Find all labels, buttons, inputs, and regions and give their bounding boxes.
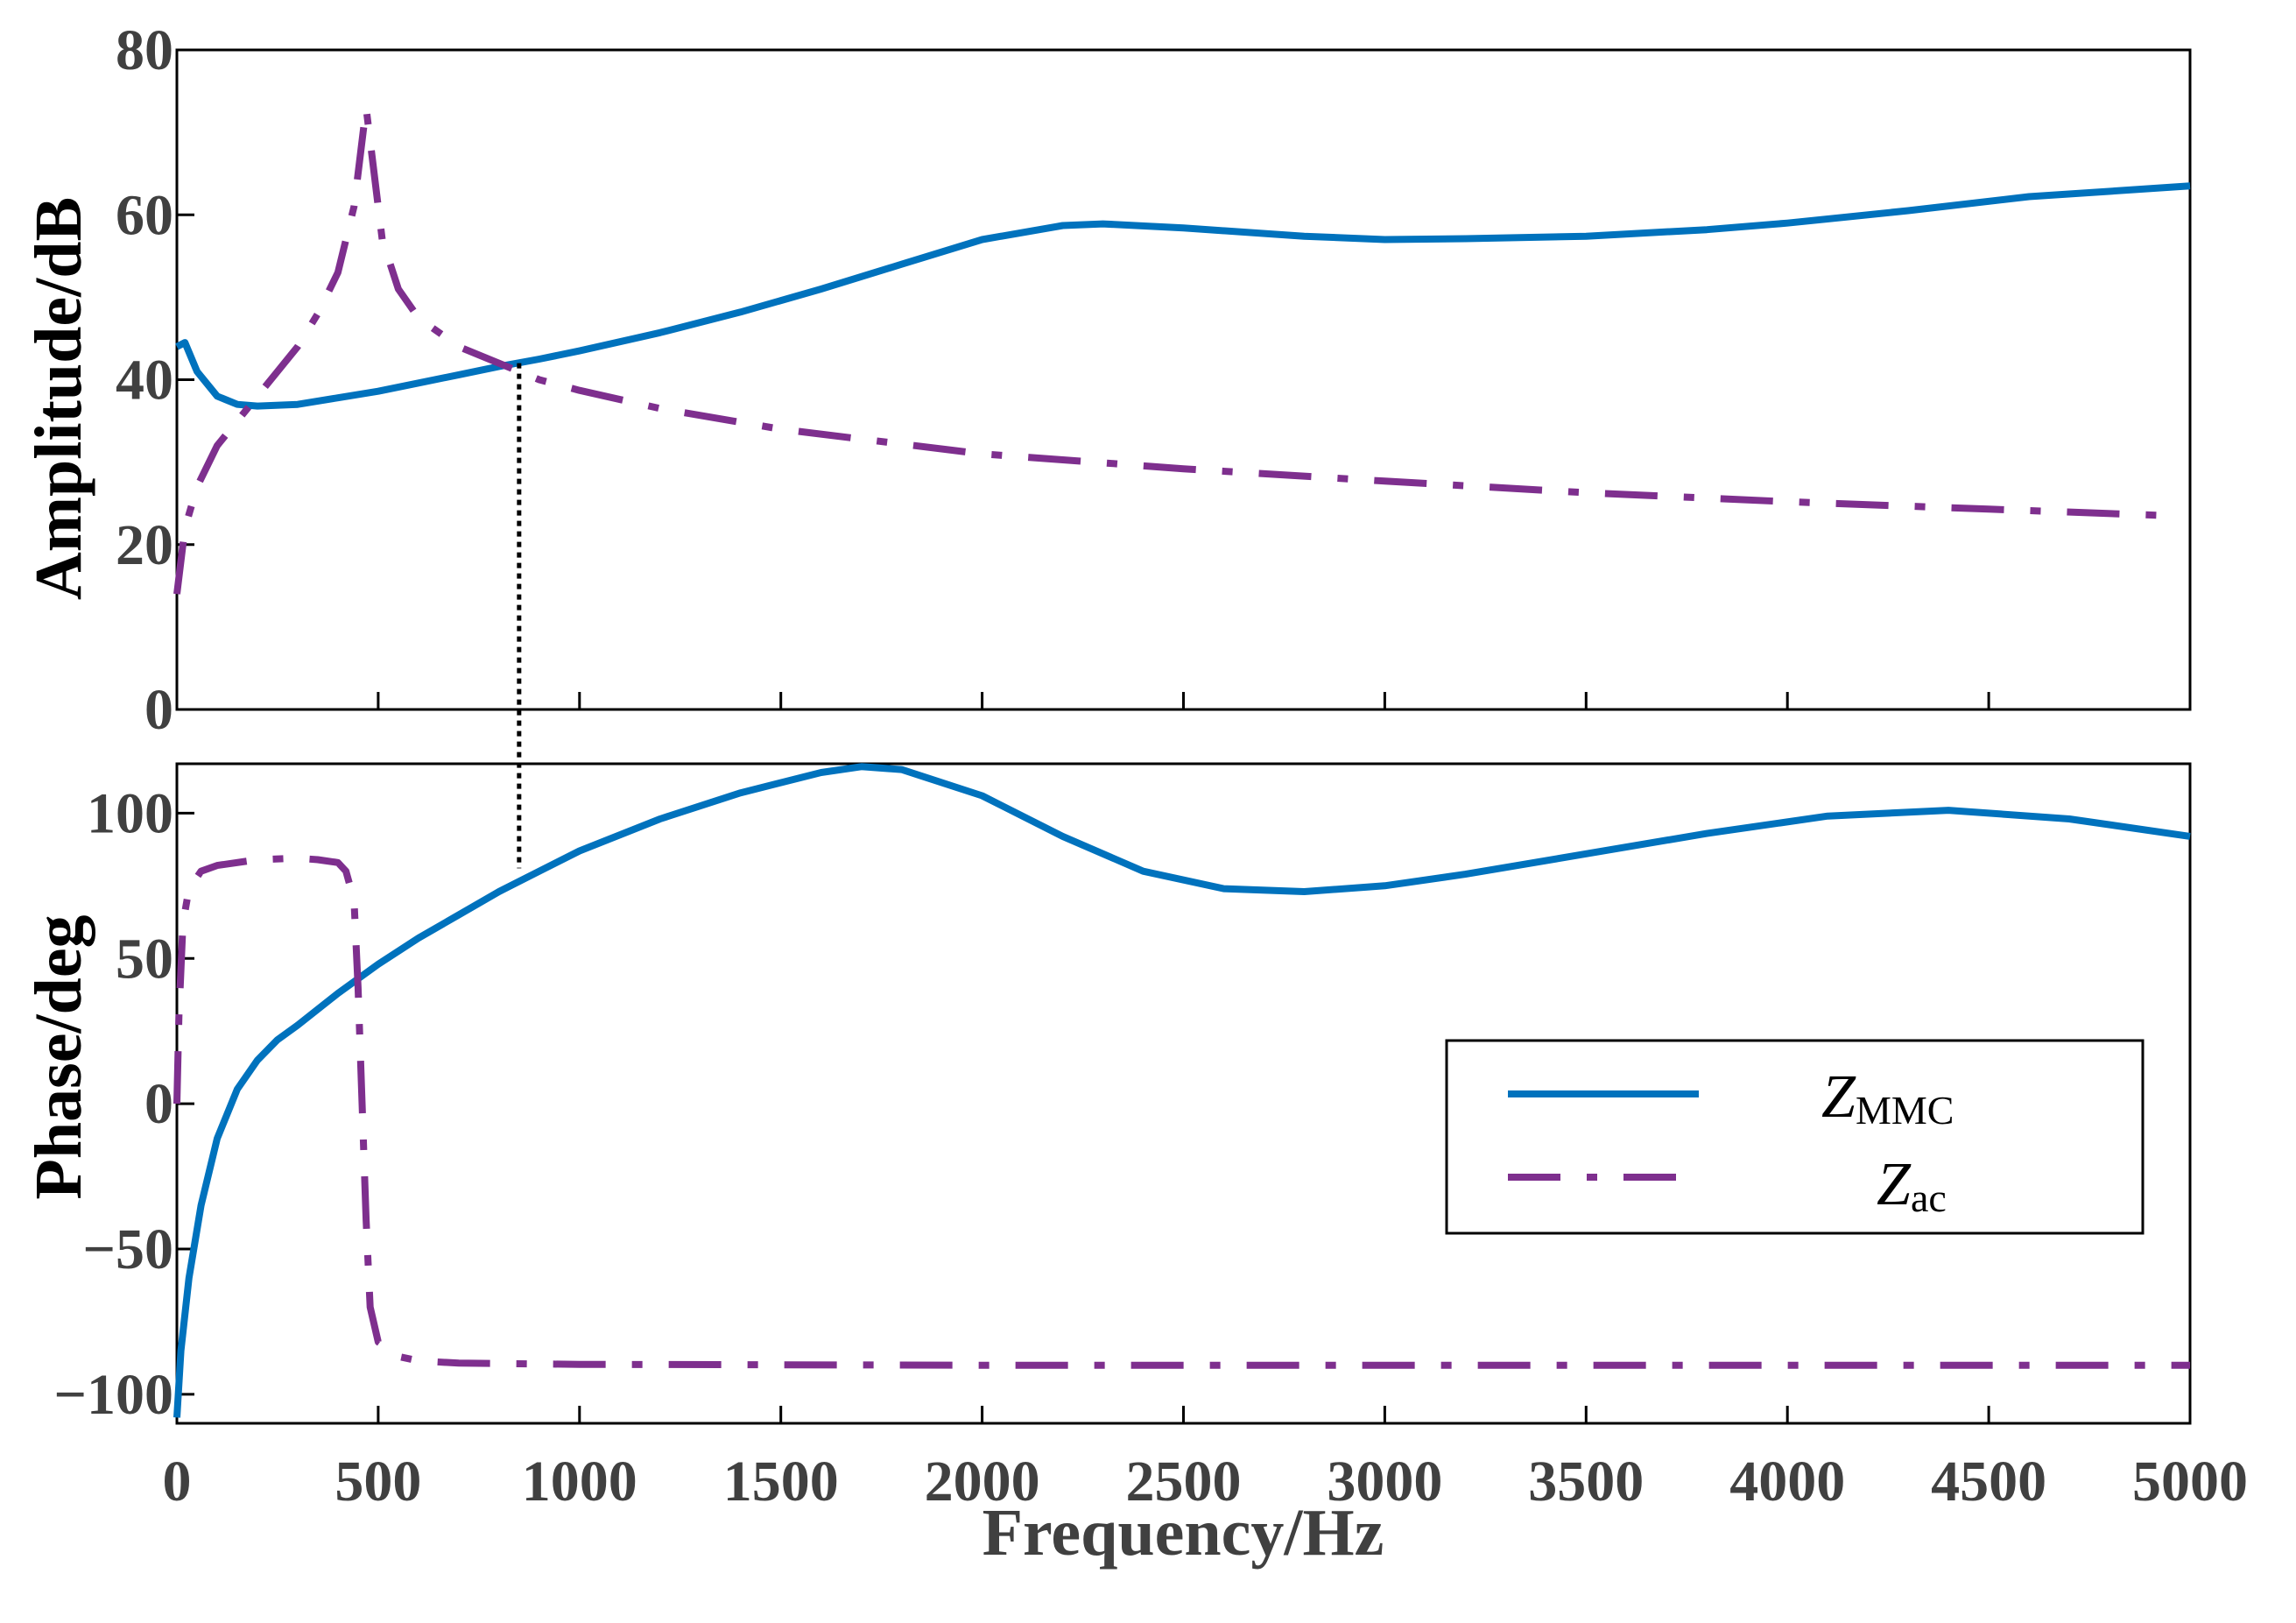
amplitude-ytick-label: 60 [116,183,173,247]
xtick-label: 3500 [1528,1450,1644,1514]
phase-series-z-ac [173,854,2190,1369]
xtick-label: 0 [163,1450,192,1514]
phase-series [173,763,2191,1418]
phase-y-axis-label: Phase/deg [22,914,95,1199]
amplitude-ytick-label: 40 [116,349,173,413]
amplitude-plot-area [175,48,2192,711]
amplitude-series-z-ac [173,103,2171,595]
phase-ytick-label: 50 [116,927,173,991]
phase-series-z-mmc [173,763,2191,1418]
amplitude-ytick-label: 20 [116,513,173,577]
legend-box [1445,1039,2145,1235]
phase-ytick-label: −50 [82,1217,173,1281]
xtick-label: 2000 [925,1450,1040,1514]
xtick-label: 1500 [723,1450,839,1514]
xtick-label: 2500 [1126,1450,1242,1514]
phase-ytick-label: 100 [87,781,173,845]
phase-y-ticks: −100 −50 0 50 100 [53,781,194,1427]
xtick-label: 4500 [1931,1450,2046,1514]
amplitude-y-axis-label: Amplitude/dB [22,197,95,600]
xtick-label: 4000 [1729,1450,1845,1514]
xtick-label: 500 [335,1450,421,1514]
legend: ZMMC Zac [1445,1039,2145,1235]
amplitude-ytick-label: 80 [116,18,173,82]
amplitude-y-ticks: 0 20 40 60 80 [116,18,194,742]
xtick-label: 3000 [1327,1450,1442,1514]
amplitude-panel: 0 20 40 60 80 Amplitude/dB [22,18,2192,742]
x-axis-label: Frequency/Hz [982,1496,1384,1570]
amplitude-ytick-label: 0 [144,678,173,742]
legend-ac-label: Zac [1877,1151,1947,1220]
xtick-label: 5000 [2132,1450,2248,1514]
phase-ytick-label: 0 [144,1072,173,1136]
xtick-label: 1000 [522,1450,637,1514]
phase-x-ticks: 0 500 1000 1500 2000 2500 3000 3500 4000 4500 5000 [163,692,2248,1514]
phase-ytick-label: −100 [53,1363,173,1427]
amplitude-series [173,103,2191,595]
legend-mmc-label: ZMMC [1821,1063,1954,1133]
amplitude-series-z-mmc [175,182,2191,410]
